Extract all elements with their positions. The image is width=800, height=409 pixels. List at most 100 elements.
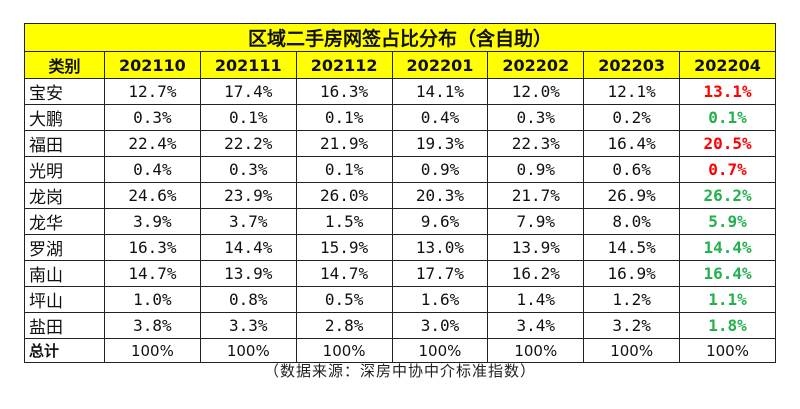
header-month: 202204 bbox=[679, 51, 776, 79]
table-row: 盐田 3.8% 3.3% 2.8% 3.0% 3.4% 3.2% 1.8% bbox=[24, 312, 776, 339]
total-cell: 100% bbox=[199, 338, 297, 363]
latest-share-cell: 14.4% bbox=[679, 234, 776, 261]
share-cell: 15.9% bbox=[295, 234, 393, 261]
share-cell: 24.6% bbox=[104, 182, 201, 209]
table-row: 大鹏 0.3% 0.1% 0.1% 0.4% 0.3% 0.2% 0.1% bbox=[24, 104, 776, 131]
share-cell: 16.9% bbox=[583, 260, 681, 287]
table-row: 罗湖 16.3% 14.4% 15.9% 13.0% 13.9% 14.5% 14.4% bbox=[24, 234, 776, 261]
share-cell: 0.3% bbox=[104, 104, 201, 131]
share-cell: 0.1% bbox=[295, 156, 393, 183]
share-cell: 13.9% bbox=[487, 234, 585, 261]
table-row: 龙岗 24.6% 23.9% 26.0% 20.3% 21.7% 26.9% 26.2% bbox=[24, 182, 776, 209]
share-cell: 21.7% bbox=[487, 182, 585, 209]
share-cell: 3.7% bbox=[199, 208, 297, 235]
total-cell: 100% bbox=[104, 338, 201, 363]
region-name: 罗湖 bbox=[24, 234, 105, 261]
total-row: 总计 100% 100% 100% 100% 100% 100% 100% bbox=[24, 338, 776, 363]
table-row: 龙华 3.9% 3.7% 1.5% 9.6% 7.9% 8.0% 5.9% bbox=[24, 208, 776, 235]
share-cell: 22.3% bbox=[487, 130, 585, 157]
share-cell: 0.2% bbox=[583, 104, 681, 131]
header-month: 202201 bbox=[391, 51, 489, 79]
share-cell: 0.3% bbox=[487, 104, 585, 131]
share-cell: 17.4% bbox=[199, 78, 297, 105]
region-name: 盐田 bbox=[24, 312, 105, 339]
share-cell: 1.0% bbox=[104, 286, 201, 313]
region-name: 龙华 bbox=[24, 208, 105, 235]
region-name: 大鹏 bbox=[24, 104, 105, 131]
header-month: 202110 bbox=[104, 51, 201, 79]
share-cell: 13.0% bbox=[391, 234, 489, 261]
share-cell: 3.3% bbox=[199, 312, 297, 339]
share-cell: 0.3% bbox=[199, 156, 297, 183]
share-cell: 0.4% bbox=[104, 156, 201, 183]
share-cell: 20.3% bbox=[391, 182, 489, 209]
share-cell: 7.9% bbox=[487, 208, 585, 235]
total-label: 总计 bbox=[24, 338, 105, 363]
share-cell: 1.2% bbox=[583, 286, 681, 313]
share-cell: 13.9% bbox=[199, 260, 297, 287]
region-name: 光明 bbox=[24, 156, 105, 183]
total-cell: 100% bbox=[391, 338, 489, 363]
share-cell: 22.4% bbox=[104, 130, 201, 157]
share-cell: 23.9% bbox=[199, 182, 297, 209]
share-cell: 16.3% bbox=[104, 234, 201, 261]
total-cell: 100% bbox=[487, 338, 585, 363]
share-cell: 3.0% bbox=[391, 312, 489, 339]
total-cell: 100% bbox=[583, 338, 681, 363]
header-month: 202111 bbox=[199, 51, 297, 79]
share-cell: 0.5% bbox=[295, 286, 393, 313]
header-month: 202202 bbox=[487, 51, 585, 79]
share-table: 区域二手房网签占比分布（含自助） 类别 202110 202111 202112 2022… bbox=[24, 23, 776, 363]
header-month: 202203 bbox=[583, 51, 681, 79]
share-cell: 2.8% bbox=[295, 312, 393, 339]
share-cell: 0.6% bbox=[583, 156, 681, 183]
latest-share-cell: 13.1% bbox=[679, 78, 776, 105]
share-cell: 16.3% bbox=[295, 78, 393, 105]
region-name: 福田 bbox=[24, 130, 105, 157]
share-cell: 14.1% bbox=[391, 78, 489, 105]
share-cell: 26.9% bbox=[583, 182, 681, 209]
table-row: 福田 22.4% 22.2% 21.9% 19.3% 22.3% 16.4% 20.5% bbox=[24, 130, 776, 157]
title-row: 区域二手房网签占比分布（含自助） bbox=[24, 23, 776, 52]
latest-share-cell: 1.8% bbox=[679, 312, 776, 339]
share-cell: 14.5% bbox=[583, 234, 681, 261]
total-cell: 100% bbox=[679, 338, 776, 363]
table-row: 光明 0.4% 0.3% 0.1% 0.9% 0.9% 0.6% 0.7% bbox=[24, 156, 776, 183]
table-title: 区域二手房网签占比分布（含自助） bbox=[24, 23, 776, 52]
latest-share-cell: 1.1% bbox=[679, 286, 776, 313]
share-cell: 12.1% bbox=[583, 78, 681, 105]
share-cell: 21.9% bbox=[295, 130, 393, 157]
latest-share-cell: 26.2% bbox=[679, 182, 776, 209]
share-cell: 0.9% bbox=[487, 156, 585, 183]
latest-share-cell: 16.4% bbox=[679, 260, 776, 287]
table-row: 南山 14.7% 13.9% 14.7% 17.7% 16.2% 16.9% 16.4% bbox=[24, 260, 776, 287]
share-cell: 16.4% bbox=[583, 130, 681, 157]
share-cell: 0.8% bbox=[199, 286, 297, 313]
source-note: （数据来源：深房中协中介标准指数） bbox=[263, 362, 536, 380]
share-cell: 1.4% bbox=[487, 286, 585, 313]
share-cell: 0.4% bbox=[391, 104, 489, 131]
header-category: 类别 bbox=[24, 51, 105, 79]
share-cell: 19.3% bbox=[391, 130, 489, 157]
share-cell: 0.9% bbox=[391, 156, 489, 183]
total-cell: 100% bbox=[295, 338, 393, 363]
table-row: 坪山 1.0% 0.8% 0.5% 1.6% 1.4% 1.2% 1.1% bbox=[24, 286, 776, 313]
share-cell: 0.1% bbox=[199, 104, 297, 131]
share-cell: 14.7% bbox=[104, 260, 201, 287]
share-cell: 14.4% bbox=[199, 234, 297, 261]
share-cell: 9.6% bbox=[391, 208, 489, 235]
share-cell: 1.6% bbox=[391, 286, 489, 313]
latest-share-cell: 0.7% bbox=[679, 156, 776, 183]
region-name: 龙岗 bbox=[24, 182, 105, 209]
share-cell: 16.2% bbox=[487, 260, 585, 287]
latest-share-cell: 5.9% bbox=[679, 208, 776, 235]
share-cell: 12.7% bbox=[104, 78, 201, 105]
share-cell: 3.9% bbox=[104, 208, 201, 235]
share-cell: 0.1% bbox=[295, 104, 393, 131]
share-cell: 14.7% bbox=[295, 260, 393, 287]
latest-share-cell: 20.5% bbox=[679, 130, 776, 157]
region-name: 宝安 bbox=[24, 78, 105, 105]
share-cell: 1.5% bbox=[295, 208, 393, 235]
latest-share-cell: 0.1% bbox=[679, 104, 776, 131]
header-month: 202112 bbox=[295, 51, 393, 79]
